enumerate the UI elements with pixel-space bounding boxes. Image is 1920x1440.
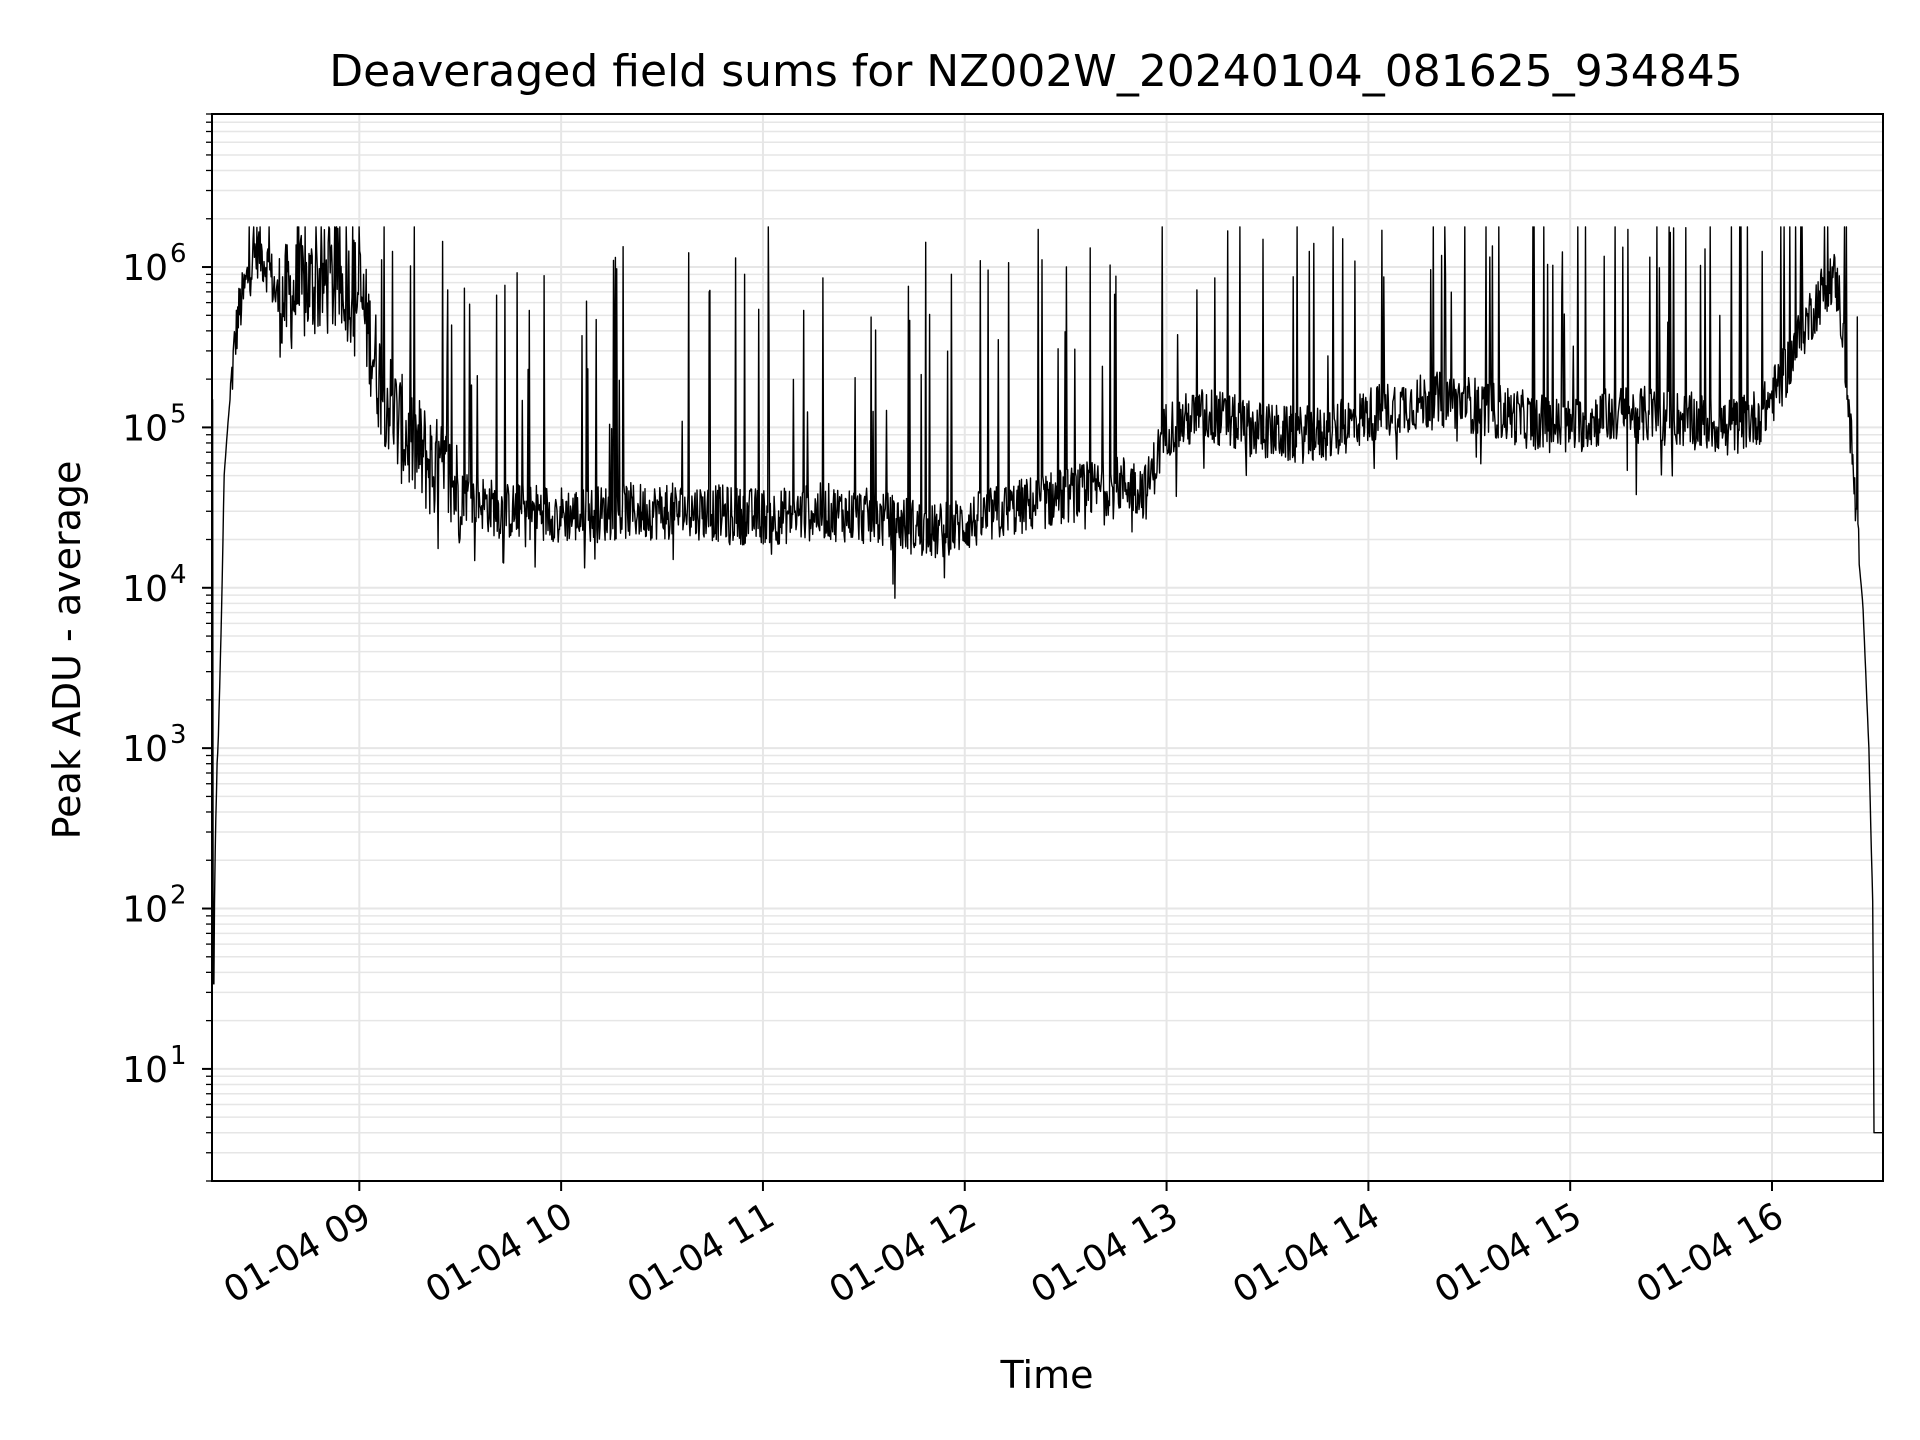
x-tick-label: 01-04 11 [621, 1195, 782, 1311]
x-tick-label: 01-04 16 [1630, 1195, 1791, 1311]
series-line [211, 226, 1884, 1134]
chart-title: Deaveraged field sums for NZ002W_2024010… [329, 46, 1742, 97]
grid [212, 113, 1883, 1182]
x-tick-label: 01-04 10 [419, 1195, 580, 1311]
x-tick-label: 01-04 12 [823, 1195, 984, 1311]
y-tick-exponent: 4 [170, 560, 187, 590]
y-tick-exponent: 5 [170, 399, 187, 429]
y-tick-exponent: 1 [170, 1041, 187, 1071]
x-tick-label: 01-04 15 [1428, 1195, 1589, 1311]
y-tick-label: 10 [122, 569, 168, 610]
y-tick-exponent: 2 [170, 881, 187, 911]
y-tick-label: 10 [122, 1050, 168, 1091]
y-tick-label: 10 [122, 729, 168, 770]
y-tick-label: 10 [122, 408, 168, 449]
x-tick-label: 01-04 13 [1024, 1195, 1185, 1311]
x-tick-label: 01-04 14 [1226, 1195, 1387, 1311]
x-axis-label: Time [1000, 1353, 1094, 1397]
y-tick-label: 10 [122, 248, 168, 289]
x-tick-label: 01-04 09 [217, 1195, 378, 1311]
y-tick-exponent: 6 [170, 239, 187, 269]
plot-frame [211, 113, 1884, 1182]
y-axis-label: Peak ADU - average [45, 461, 89, 840]
y-tick-exponent: 3 [170, 720, 187, 750]
y-tick-label: 10 [122, 890, 168, 931]
